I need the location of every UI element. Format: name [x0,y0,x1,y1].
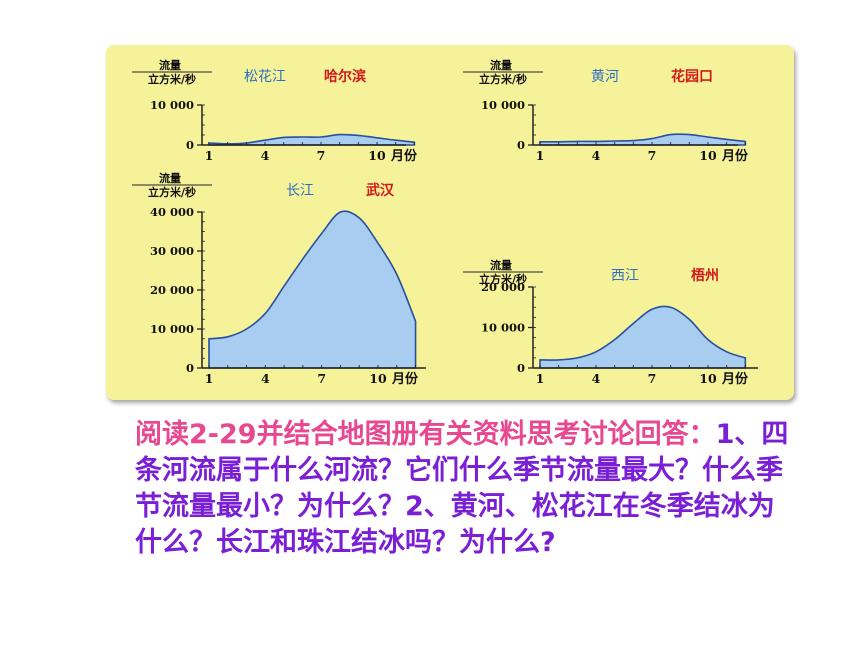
chart-1-xtick-label: 10 [368,148,386,163]
chart-4-station-name: 梧州 [691,267,719,284]
chart-1-xtick-label: 4 [261,148,270,163]
chart-1-ytick-label: 10 000 [150,98,194,112]
chart-3-ytick-label: 0 [186,361,194,375]
chart-3-ytick-label: 30 000 [150,244,194,258]
chart-3-xtick-label: 10 [369,371,387,386]
chart-1-station-name: 哈尔滨 [324,68,366,85]
chart-3-xtick-label: 1 [205,371,214,386]
chart-2-xtick-label: 1 [536,148,545,163]
chart-3-ytick-label: 40 000 [150,205,194,219]
chart-2-xtick-label: 10 [699,148,717,163]
hydrograph-panel: 0 10 000 1 4 7 10 月份 流量 立方米/秒 松花江 哈尔滨 0 10 000 1 4 7 10 月… [106,45,794,400]
question-lead: 阅读2-29并结合地图册有关资料思考讨论回答： [135,419,716,450]
chart-4-xtick-label: 10 [699,371,717,386]
chart-2-ytick-label: 10 000 [481,98,525,112]
chart-4-area [539,305,747,369]
chart-4-ytick-label: 20 000 [481,280,525,294]
chart-2-x-axis-label: 月份 [721,148,749,164]
chart-1-area [208,133,416,146]
chart-4-xtick-label: 7 [648,371,657,386]
chart-2-xtick-label: 4 [592,148,601,163]
chart-1-y-label-top: 流量 [159,58,181,72]
chart-3-x-axis-label: 月份 [391,371,419,387]
chart-2-area [539,133,747,146]
chart-4-xtick-label: 4 [592,371,601,386]
chart-3-ytick-label: 20 000 [150,283,194,297]
chart-2-y-label-top: 流量 [490,58,512,72]
chart-3-xtick-label: 4 [261,371,270,386]
chart-2-xtick-label: 7 [648,148,657,163]
chart-1-y-label-bottom: 立方米/秒 [148,72,196,86]
chart-1-xtick-label: 1 [205,148,214,163]
chart-4-ytick-label: 0 [517,361,525,375]
chart-2-y-label-bottom: 立方米/秒 [479,72,527,86]
chart-1-xtick-label: 7 [317,148,326,163]
chart-4-river-name: 西江 [611,268,639,284]
chart-3-xtick-label: 7 [317,371,326,386]
discussion-question: 阅读2-29并结合地图册有关资料思考讨论回答：1、四条河流属于什么河流？它们什么… [135,417,795,561]
chart-4-ytick-label: 10 000 [481,321,525,335]
chart-1-river-name: 松花江 [244,69,286,85]
chart-2-river-name: 黄河 [591,68,619,85]
chart-2-ytick-label: 0 [517,138,525,152]
chart-3-ytick-label: 10 000 [150,322,194,336]
chart-2-station-name: 花园口 [671,68,713,85]
question-body: 1、四条河流属于什么河流？它们什么季节流量最大？什么季节流量最小？为什么？2、黄… [135,419,789,558]
chart-4-y-label-bottom: 立方米/秒 [479,272,527,286]
chart-3-area [208,210,417,369]
chart-4-x-axis-label: 月份 [721,371,749,387]
chart-4-xtick-label: 1 [536,371,545,386]
chart-4-y-label-top: 流量 [490,258,512,272]
chart-3-river-name: 长江 [286,183,314,199]
chart-3-y-label-bottom: 立方米/秒 [148,185,196,199]
chart-3-station-name: 武汉 [366,182,395,199]
chart-1-ytick-label: 0 [186,138,194,152]
chart-3-y-label-top: 流量 [159,171,181,185]
chart-1-x-axis-label: 月份 [390,148,418,164]
